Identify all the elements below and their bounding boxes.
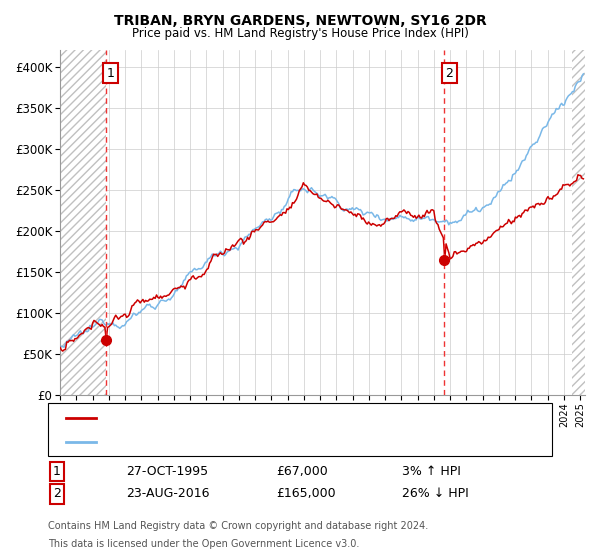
Text: 1: 1 [53,465,61,478]
Text: TRIBAN, BRYN GARDENS, NEWTOWN, SY16 2DR (detached house): TRIBAN, BRYN GARDENS, NEWTOWN, SY16 2DR … [102,413,470,423]
Text: 1: 1 [107,67,115,80]
Text: 26% ↓ HPI: 26% ↓ HPI [402,487,469,501]
Text: 2: 2 [53,487,61,501]
Text: Contains HM Land Registry data © Crown copyright and database right 2024.: Contains HM Land Registry data © Crown c… [48,521,428,531]
Text: HPI: Average price, detached house, Powys: HPI: Average price, detached house, Powy… [102,436,343,446]
Text: 23-AUG-2016: 23-AUG-2016 [126,487,209,501]
Bar [60,50,106,395]
Text: 3% ↑ HPI: 3% ↑ HPI [402,465,461,478]
Text: 2: 2 [445,67,453,80]
Bar [572,50,588,395]
Text: 27-OCT-1995: 27-OCT-1995 [126,465,208,478]
Text: Price paid vs. HM Land Registry's House Price Index (HPI): Price paid vs. HM Land Registry's House … [131,27,469,40]
Text: This data is licensed under the Open Government Licence v3.0.: This data is licensed under the Open Gov… [48,539,359,549]
Text: TRIBAN, BRYN GARDENS, NEWTOWN, SY16 2DR: TRIBAN, BRYN GARDENS, NEWTOWN, SY16 2DR [113,14,487,28]
Text: £67,000: £67,000 [276,465,328,478]
Text: £165,000: £165,000 [276,487,335,501]
